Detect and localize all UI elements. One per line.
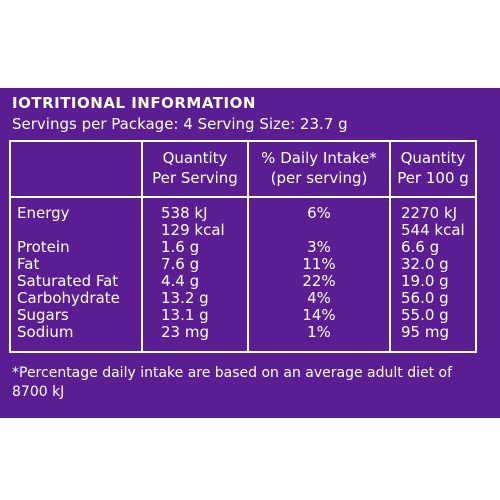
- nutrition-title: IOTRITIONAL INFORMATION: [12, 94, 256, 112]
- header-per-serving-line1: Quantity: [162, 149, 228, 167]
- cell-per-serving: 13.2 g: [161, 289, 209, 307]
- cell-per-100g: 19.0 g: [401, 272, 449, 290]
- row-label-sugars: Sugars: [17, 306, 69, 324]
- header-daily-intake-line1: % Daily Intake*: [261, 149, 377, 167]
- cell-daily: 14%: [302, 306, 336, 324]
- cell-per-serving: 13.1 g: [161, 306, 209, 324]
- row-label-carbohydrate: Carbohydrate: [17, 289, 120, 307]
- cell-per-serving: 4.4 g: [161, 272, 200, 290]
- cell-per-100g: 32.0 g: [401, 255, 449, 273]
- cell-per-100g: 56.0 g: [401, 289, 449, 307]
- cell-daily: 22%: [302, 272, 336, 290]
- row-label-protein: Protein: [17, 238, 70, 256]
- cell-per-serving: 1.6 g: [161, 238, 200, 256]
- table-divider: [141, 142, 143, 351]
- row-label-energy: Energy: [17, 204, 70, 222]
- table-divider: [247, 142, 249, 351]
- header-daily-intake-line2: (per serving): [270, 169, 368, 187]
- cell-daily: 4%: [307, 289, 331, 307]
- cell-per-serving: 129 kcal: [161, 221, 225, 239]
- cell-daily: 11%: [302, 255, 336, 273]
- row-label-fat: Fat: [17, 255, 40, 273]
- header-per-100g: Quantity Per 100 g: [391, 148, 475, 188]
- cell-per-100g: 6.6 g: [401, 238, 440, 256]
- cell-per-100g: 55.0 g: [401, 306, 449, 324]
- servings-info: Servings per Package: 4 Serving Size: 23…: [12, 115, 348, 133]
- header-per-serving: Quantity Per Serving: [143, 148, 247, 188]
- nutrition-panel: IOTRITIONAL INFORMATION Servings per Pac…: [0, 88, 500, 418]
- table-header-divider: [11, 196, 475, 198]
- header-per-serving-line2: Per Serving: [152, 169, 238, 187]
- cell-daily: 1%: [307, 323, 331, 341]
- cell-per-serving: 538 kJ: [161, 204, 208, 222]
- header-per-100g-line2: Per 100 g: [397, 169, 469, 187]
- cell-per-100g: 95 mg: [401, 323, 449, 341]
- cell-daily: 3%: [307, 238, 331, 256]
- cell-per-serving: 23 mg: [161, 323, 209, 341]
- row-label-sodium: Sodium: [17, 323, 74, 341]
- header-per-100g-line1: Quantity: [400, 149, 466, 167]
- cell-per-100g: 2270 kJ: [401, 204, 458, 222]
- table-divider: [389, 142, 391, 351]
- cell-daily: 6%: [307, 204, 331, 222]
- row-label-saturated-fat: Saturated Fat: [17, 272, 119, 290]
- nutrition-table: Quantity Per Serving % Daily Intake* (pe…: [9, 140, 477, 353]
- cell-per-serving: 7.6 g: [161, 255, 200, 273]
- cell-per-100g: 544 kcal: [401, 221, 465, 239]
- header-daily-intake: % Daily Intake* (per serving): [249, 148, 389, 188]
- footnote: *Percentage daily intake are based on an…: [12, 365, 453, 400]
